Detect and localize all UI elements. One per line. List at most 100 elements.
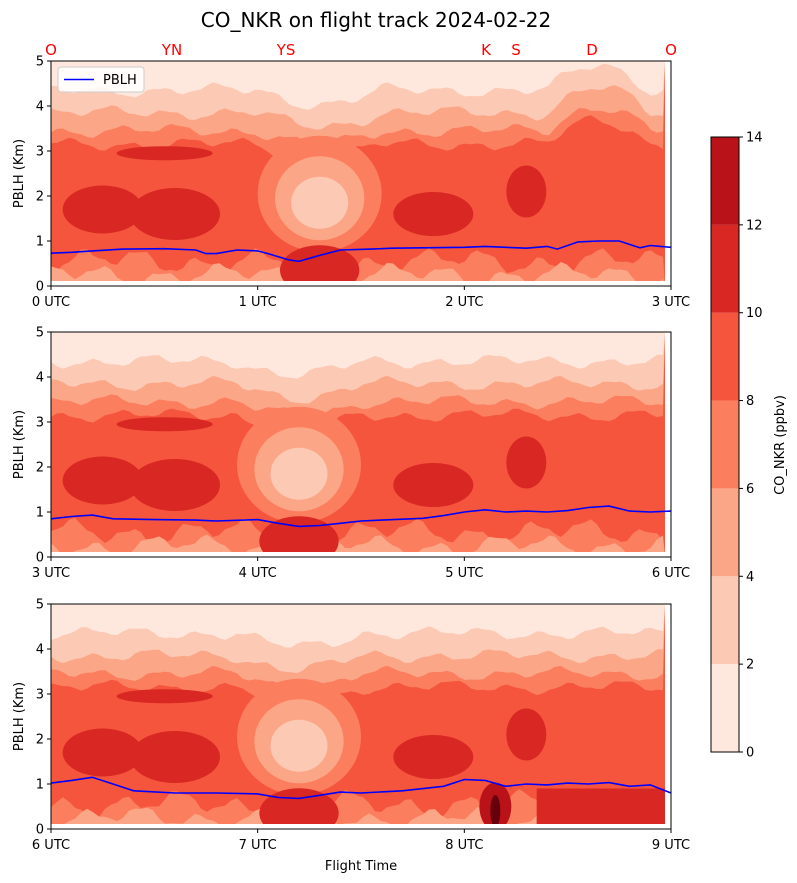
station-label: O	[45, 41, 57, 59]
colorbar-segment	[711, 664, 739, 752]
contour-field	[51, 61, 665, 281]
legend-label: PBLH	[103, 73, 137, 88]
contour-patch	[506, 165, 547, 218]
x-tick-label: 6 UTC	[32, 838, 70, 853]
contour-patch	[116, 417, 213, 432]
contour-patch	[279, 245, 360, 281]
contour-band	[51, 604, 665, 648]
y-tick-label: 2	[36, 190, 44, 205]
station-label: D	[586, 41, 598, 59]
contour-core-inner	[270, 447, 328, 500]
y-axis-label: PBLH (Km)	[12, 139, 27, 208]
chart-title: CO_NKR on flight track 2024-02-22	[201, 8, 552, 32]
x-tick-label: 3 UTC	[32, 566, 70, 581]
contour-field	[51, 332, 665, 552]
y-tick-label: 0	[36, 280, 44, 295]
y-tick-label: 5	[36, 598, 44, 613]
y-axis-label: PBLH (Km)	[12, 682, 27, 751]
contour-core-inner	[291, 176, 349, 229]
y-tick-label: 2	[36, 461, 44, 476]
panel-2: 0 1 2 3 4 5 3 UTC 4 UTC 5 UTC 6 UTC PBLH (Km)	[12, 326, 690, 582]
colorbar-tick-label: 2	[746, 658, 754, 673]
colorbar-segment	[711, 488, 739, 577]
pblh-line	[50, 776, 672, 800]
x-tick-label: 0 UTC	[32, 295, 70, 310]
y-tick-label: 1	[36, 235, 44, 250]
colorbar-tick-label: 10	[746, 306, 763, 321]
y-tick-label: 3	[36, 416, 44, 431]
contour-patch	[62, 185, 143, 234]
y-tick-label: 5	[36, 326, 44, 341]
contour-patch	[130, 731, 220, 783]
y-axis-label: PBLH (Km)	[12, 410, 27, 479]
colorbar-tick-label: 12	[746, 218, 763, 233]
colorbar-segment	[711, 224, 739, 313]
axes-frame	[50, 603, 672, 830]
colorbar-segment	[711, 400, 739, 489]
contour-band	[51, 262, 664, 281]
y-tick-label: 4	[36, 100, 44, 115]
contour-band	[51, 789, 665, 824]
x-axis-label: Flight Time	[325, 859, 397, 874]
x-tick-label: 5 UTC	[445, 566, 483, 581]
contour-patch	[506, 708, 547, 761]
legend: PBLH	[57, 66, 145, 93]
station-label: YS	[276, 41, 296, 59]
y-tick-label: 4	[36, 643, 44, 658]
contour-band	[51, 534, 665, 552]
contour-max-core	[490, 795, 501, 824]
y-tick-label: 3	[36, 145, 44, 160]
contour-patch	[130, 188, 220, 240]
colorbar-tick-label: 14	[746, 131, 763, 146]
contour-band	[51, 61, 665, 110]
station-labels: O YN YS K S D O	[45, 41, 677, 59]
y-tick-label: 4	[36, 371, 44, 386]
contour-patch	[393, 192, 474, 236]
colorbar-frame	[710, 136, 740, 753]
colorbar-tick-label: 0	[746, 746, 754, 761]
panel-1: 0 1 2 3 4 5 0 UTC 1 UTC 2 UTC 3 UTC PBLH (Km) PBLH	[12, 55, 690, 311]
contour-patch	[62, 728, 143, 777]
colorbar-segment	[711, 137, 739, 225]
y-tick-label: 3	[36, 688, 44, 703]
axes-frame	[50, 331, 672, 558]
x-tick-label: 6 UTC	[652, 566, 690, 581]
colorbar-tick-label: 4	[746, 570, 754, 585]
pblh-line	[50, 505, 672, 528]
contour-field	[51, 604, 665, 824]
x-tick-label: 7 UTC	[239, 838, 277, 853]
contour-patch	[536, 788, 665, 824]
x-tick-label: 2 UTC	[445, 295, 483, 310]
legend-box	[57, 66, 145, 93]
contour-patch	[393, 735, 474, 779]
contour-band	[51, 332, 665, 379]
contour-patch	[259, 516, 339, 552]
y-tick-label: 2	[36, 733, 44, 748]
axes-frame	[50, 60, 672, 287]
y-tick-label: 5	[36, 55, 44, 70]
contour-core-inner	[270, 719, 328, 772]
contour-patch	[116, 146, 213, 161]
colorbar-tick-label: 6	[746, 482, 754, 497]
y-tick-label: 0	[36, 551, 44, 566]
x-tick-label: 4 UTC	[239, 566, 277, 581]
panel-3: 0 1 2 3 4 5 6 UTC 7 UTC 8 UTC 9 UTC PBLH (Km)	[12, 598, 690, 854]
colorbar-label: CO_NKR (ppbv)	[773, 395, 788, 495]
y-tick-label: 1	[36, 778, 44, 793]
colorbar-segment	[711, 576, 739, 665]
colorbar-segment	[711, 312, 739, 401]
station-label: O	[665, 41, 677, 59]
x-tick-label: 3 UTC	[652, 295, 690, 310]
colorbar-tick-label: 8	[746, 394, 754, 409]
contour-band	[51, 248, 665, 281]
x-tick-label: 9 UTC	[652, 838, 690, 853]
station-label: YN	[161, 41, 182, 59]
x-tick-label: 1 UTC	[239, 295, 277, 310]
x-tick-label: 8 UTC	[445, 838, 483, 853]
station-label: K	[481, 41, 492, 59]
contour-patch	[62, 456, 143, 505]
station-label: S	[511, 41, 521, 59]
colorbar: 0 2 4 6 8 10 12 14	[710, 131, 763, 761]
